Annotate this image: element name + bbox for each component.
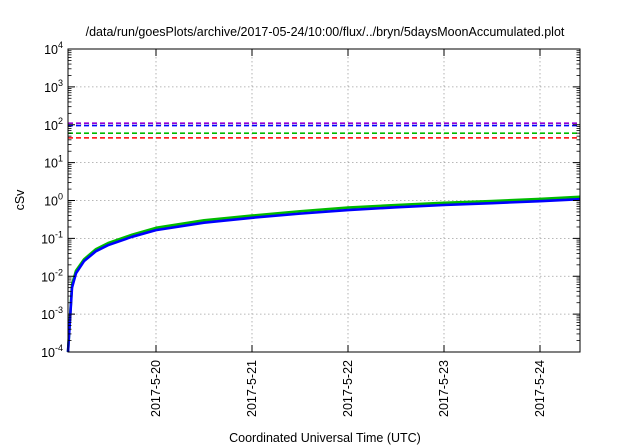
series-line xyxy=(66,195,581,353)
chart-title: /data/run/goesPlots/archive/2017-05-24/1… xyxy=(86,25,565,39)
y-axis: 10-4 10-3 10-2 10-1 100 101 102 103 104 xyxy=(41,40,580,360)
y-tick-label: 101 xyxy=(44,154,63,171)
x-tick-label: 2017-5-24 xyxy=(533,360,547,417)
y-tick-label: 10-3 xyxy=(41,305,63,322)
x-axis: 2017-5-20 2017-5-21 2017-5-22 2017-5-23 2017… xyxy=(149,49,547,417)
x-tick-label: 2017-5-20 xyxy=(149,360,163,417)
x-tick-label: 2017-5-21 xyxy=(245,360,259,417)
y-axis-label: cSv xyxy=(13,189,27,211)
x-tick-label: 2017-5-23 xyxy=(437,360,451,417)
y-tick-label: 102 xyxy=(44,116,63,133)
grid xyxy=(68,49,580,352)
y-tick-label: 10-1 xyxy=(41,229,63,246)
y-tick-label: 104 xyxy=(44,40,63,57)
x-axis-label: Coordinated Universal Time (UTC) xyxy=(229,431,421,445)
series-lines xyxy=(66,195,581,353)
y-tick-label: 10-4 xyxy=(41,343,63,360)
threshold-lines xyxy=(68,122,580,139)
y-tick-label: 100 xyxy=(44,192,63,209)
series-line xyxy=(66,197,581,353)
x-tick-label: 2017-5-22 xyxy=(341,360,355,417)
y-tick-label: 103 xyxy=(44,78,63,95)
y-tick-label: 10-2 xyxy=(41,267,63,284)
